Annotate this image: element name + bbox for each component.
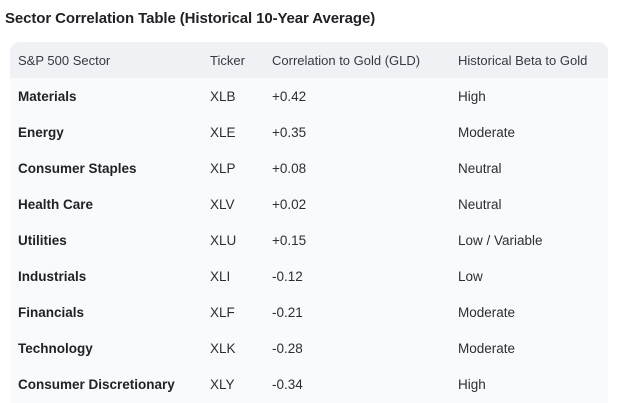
correlation-cell: -0.28 (272, 340, 303, 356)
correlation-cell: -0.34 (272, 376, 303, 392)
sector-cell: Materials (18, 88, 77, 104)
ticker-cell: XLE (210, 124, 236, 140)
beta-cell: High (458, 376, 486, 392)
table-body: Materials XLB +0.42 High Energy XLE +0.3… (10, 78, 608, 402)
ticker-cell: XLV (210, 196, 235, 212)
correlation-cell: +0.15 (272, 232, 307, 248)
beta-cell: Moderate (458, 340, 516, 356)
column-header-sector: S&P 500 Sector (18, 52, 111, 68)
sector-cell: Health Care (18, 196, 94, 212)
table-row: Technology XLK -0.28 Moderate (10, 330, 608, 366)
sector-cell: Consumer Staples (18, 160, 137, 176)
sector-cell: Consumer Discretionary (18, 376, 175, 392)
table-row: Materials XLB +0.42 High (10, 78, 608, 114)
correlation-cell: -0.21 (272, 304, 303, 320)
correlation-cell: +0.35 (272, 124, 307, 140)
ticker-cell: XLY (210, 376, 235, 392)
table-row: Consumer Discretionary XLY -0.34 High (10, 366, 608, 402)
table-row: Utilities XLU +0.15 Low / Variable (10, 222, 608, 258)
ticker-cell: XLU (210, 232, 237, 248)
table-header-row: S&P 500 Sector Ticker Correlation to Gol… (10, 42, 608, 78)
sector-cell: Financials (18, 304, 85, 320)
column-header-beta: Historical Beta to Gold (458, 52, 588, 68)
column-header-ticker: Ticker (210, 52, 245, 68)
correlation-table: S&P 500 Sector Ticker Correlation to Gol… (10, 42, 608, 403)
sector-cell: Utilities (18, 232, 67, 248)
beta-cell: Low (458, 268, 483, 284)
beta-cell: Moderate (458, 304, 516, 320)
sector-cell: Industrials (18, 268, 87, 284)
ticker-cell: XLI (210, 268, 231, 284)
sector-cell: Energy (18, 124, 64, 140)
table-row: Industrials XLI -0.12 Low (10, 258, 608, 294)
correlation-cell: +0.42 (272, 88, 307, 104)
page-title: Sector Correlation Table (Historical 10-… (5, 10, 376, 27)
ticker-cell: XLF (210, 304, 235, 320)
sector-cell: Technology (18, 340, 93, 356)
beta-cell: High (458, 88, 486, 104)
beta-cell: Neutral (458, 160, 502, 176)
beta-cell: Neutral (458, 196, 502, 212)
correlation-cell: +0.08 (272, 160, 307, 176)
beta-cell: Moderate (458, 124, 516, 140)
beta-cell: Low / Variable (458, 232, 543, 248)
table-row: Consumer Staples XLP +0.08 Neutral (10, 150, 608, 186)
correlation-cell: -0.12 (272, 268, 303, 284)
table-row: Health Care XLV +0.02 Neutral (10, 186, 608, 222)
table-row: Energy XLE +0.35 Moderate (10, 114, 608, 150)
ticker-cell: XLB (210, 88, 236, 104)
correlation-cell: +0.02 (272, 196, 307, 212)
table-row: Financials XLF -0.21 Moderate (10, 294, 608, 330)
ticker-cell: XLP (210, 160, 236, 176)
ticker-cell: XLK (210, 340, 236, 356)
column-header-correlation: Correlation to Gold (GLD) (272, 52, 421, 68)
